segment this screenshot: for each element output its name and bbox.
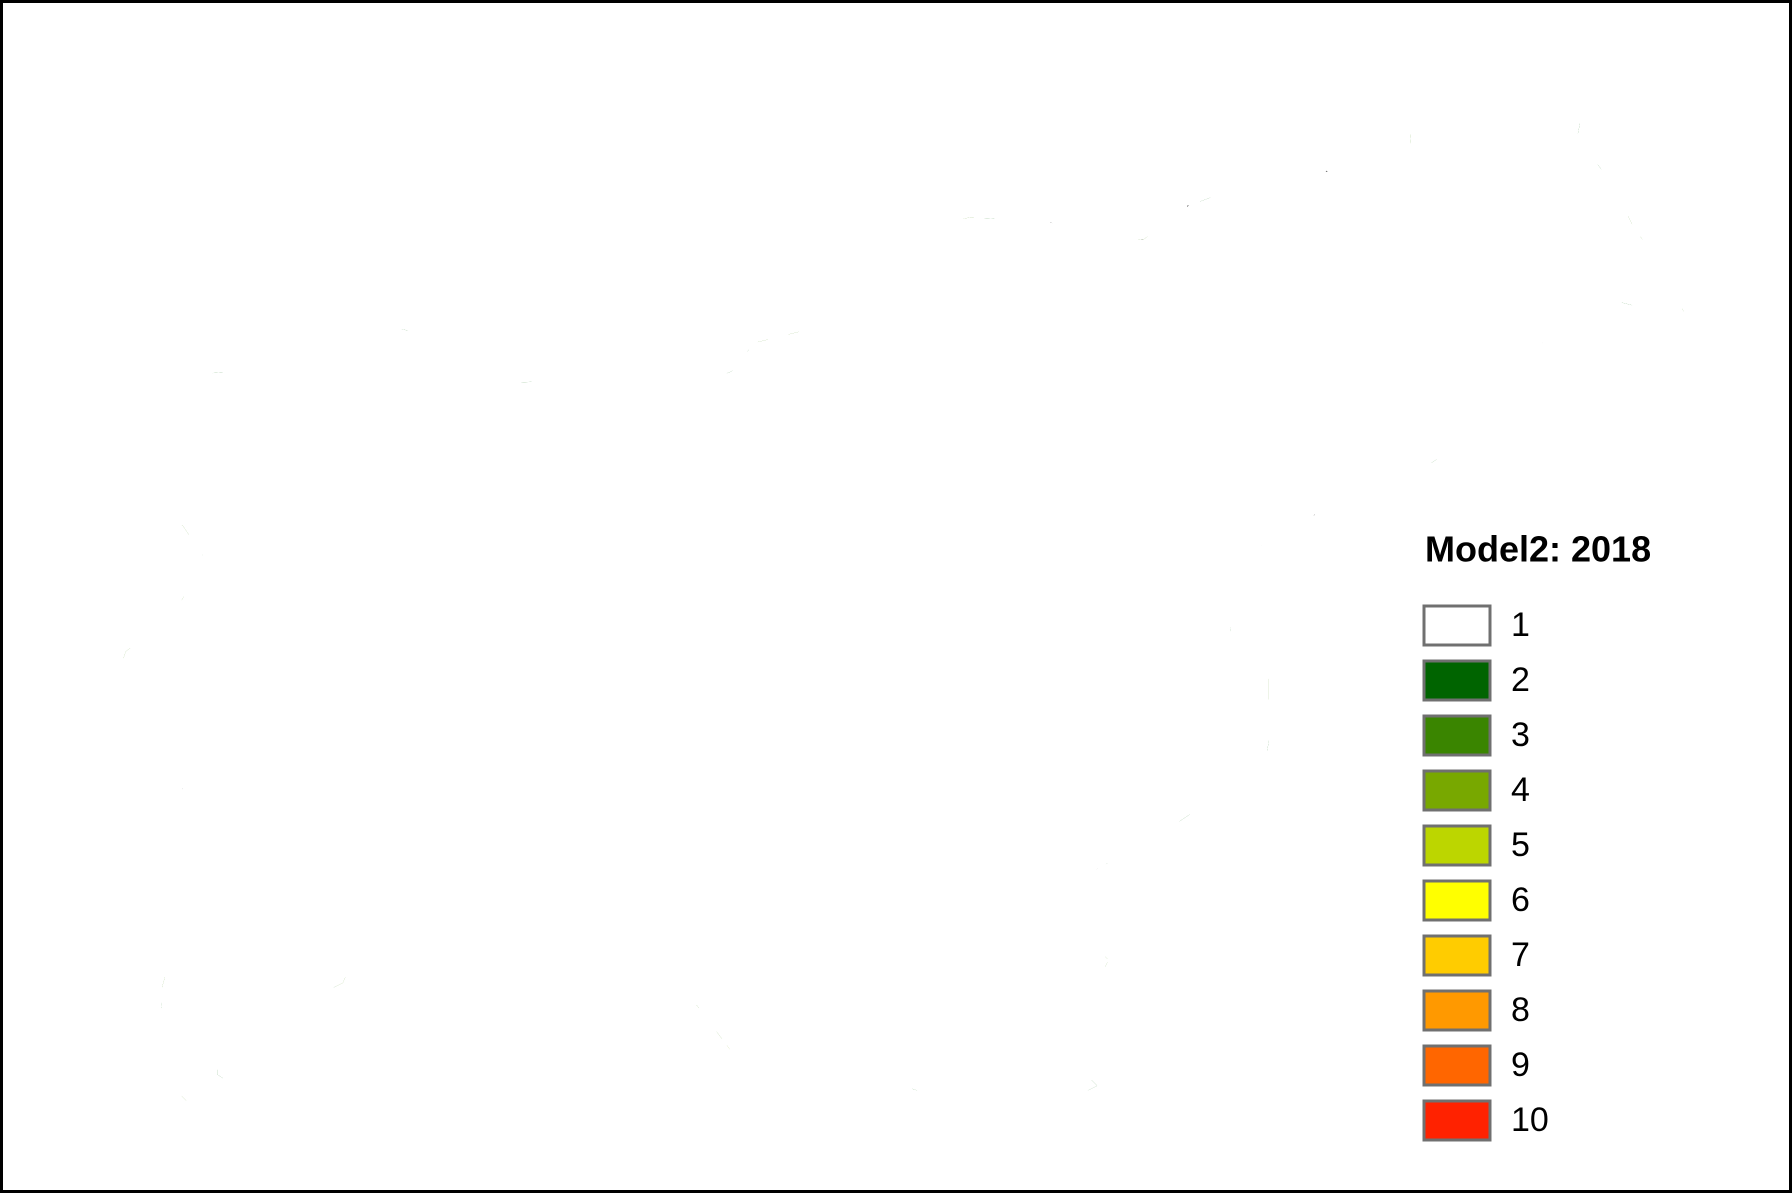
legend: 1 2 3 4 5 6 7 8 9 10 [1422,604,1549,1142]
legend-label: 2 [1511,661,1530,699]
legend-label: 1 [1511,606,1530,644]
legend-swatch [1422,989,1492,1032]
legend-title: Model2: 2018 [1425,529,1651,570]
legend-swatch [1422,934,1492,977]
legend-swatch [1422,769,1492,812]
legend-swatch [1422,1099,1492,1142]
legend-swatch [1422,824,1492,867]
legend-label: 8 [1511,991,1530,1029]
legend-swatch [1422,879,1492,922]
legend-label: 9 [1511,1046,1530,1084]
legend-swatch [1422,604,1492,647]
legend-swatch [1422,714,1492,757]
map-body [69,55,1728,1133]
legend-label: 6 [1511,881,1530,919]
legend-swatch [1422,1044,1492,1087]
legend-label: 10 [1511,1101,1549,1139]
legend-swatch [1422,659,1492,702]
legend-label: 3 [1511,716,1530,754]
legend-label: 4 [1511,771,1530,809]
legend-label: 7 [1511,936,1530,974]
legend-label: 5 [1511,826,1530,864]
